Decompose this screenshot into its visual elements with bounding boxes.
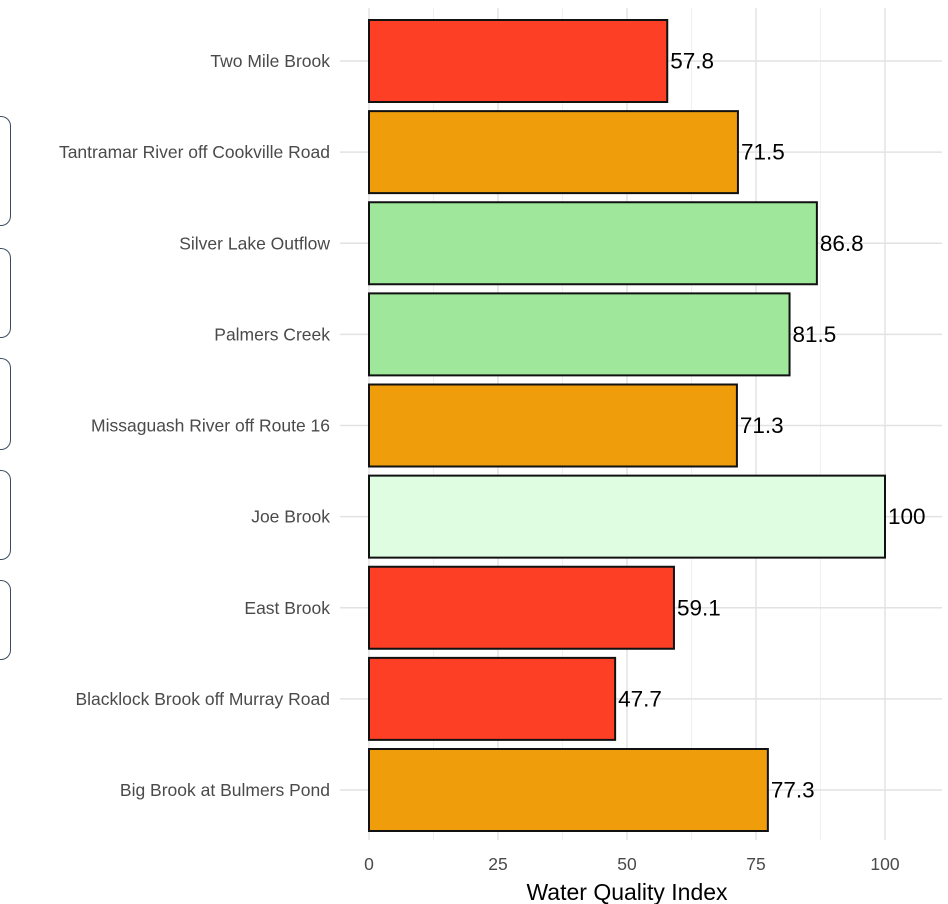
category-label: Tantramar River off Cookville Road <box>59 142 330 162</box>
data-label: 47.7 <box>618 686 662 711</box>
category-label: Silver Lake Outflow <box>179 233 330 253</box>
category-label: Blacklock Brook off Murray Road <box>75 689 330 709</box>
bar <box>368 383 738 468</box>
x-tick-label: 25 <box>488 854 507 874</box>
bar <box>368 110 739 195</box>
data-label: 77.3 <box>771 778 815 803</box>
x-tick-label: 100 <box>870 854 899 874</box>
bar <box>368 201 818 286</box>
data-label: 57.8 <box>670 49 714 74</box>
bar <box>368 656 617 741</box>
bar <box>368 292 791 377</box>
data-label: 71.5 <box>741 140 785 165</box>
bar <box>368 19 669 103</box>
category-label: Joe Brook <box>251 507 330 527</box>
data-label: 100 <box>888 504 926 529</box>
bar <box>368 474 886 559</box>
category-label: East Brook <box>244 598 330 618</box>
data-label: 71.3 <box>740 413 784 438</box>
category-label: Palmers Creek <box>214 324 330 344</box>
category-label: Big Brook at Bulmers Pond <box>120 780 330 800</box>
x-tick-label: 50 <box>617 854 637 874</box>
data-label: 81.5 <box>793 322 837 347</box>
x-tick-label: 0 <box>364 854 374 874</box>
bar <box>368 565 675 650</box>
x-axis-title: Water Quality Index <box>526 879 728 904</box>
category-label: Missaguash River off Route 16 <box>91 416 330 436</box>
data-label: 86.8 <box>820 231 864 256</box>
data-label: 59.1 <box>677 595 721 620</box>
category-label: Two Mile Brook <box>210 51 330 71</box>
x-tick-label: 75 <box>746 854 765 874</box>
bar <box>368 748 769 832</box>
